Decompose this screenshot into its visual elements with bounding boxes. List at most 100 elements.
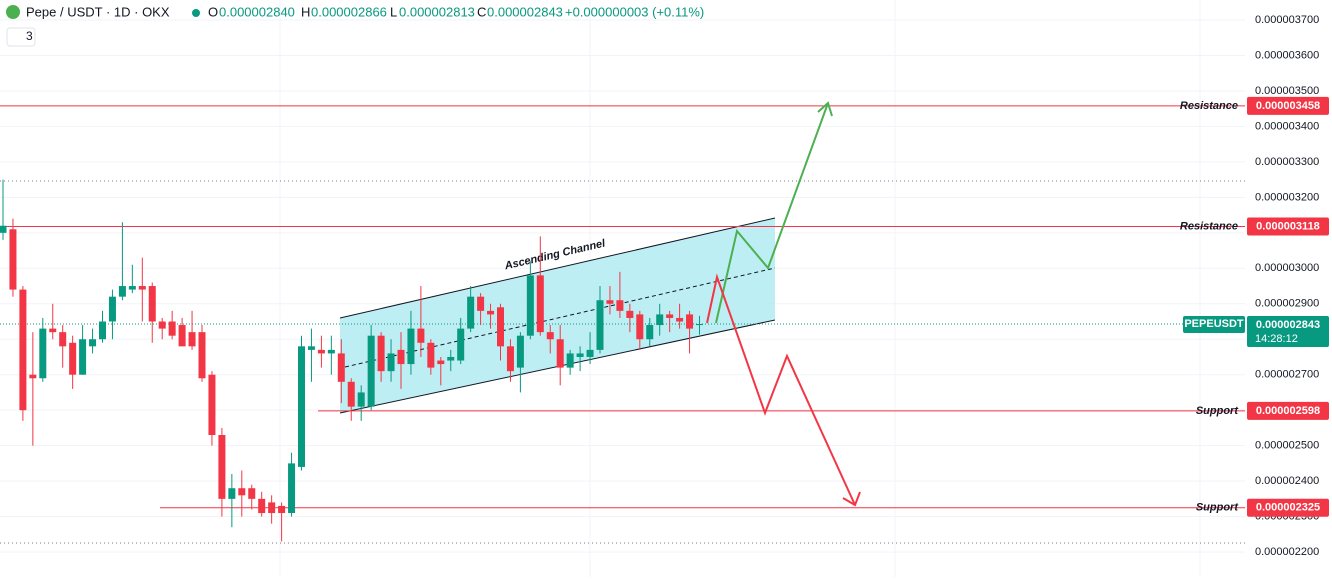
candle-body xyxy=(108,296,116,322)
candle-body xyxy=(686,314,694,329)
candle-body xyxy=(69,342,77,375)
candle-body xyxy=(497,307,504,347)
y-tick-label: 0.000002400 xyxy=(1255,475,1319,487)
candle-body xyxy=(477,296,485,311)
candle-body xyxy=(596,300,604,350)
candle-body xyxy=(586,349,594,357)
level-price: 0.000002325 xyxy=(1256,502,1320,514)
bear-arrow xyxy=(706,273,856,506)
candle-body xyxy=(556,339,564,368)
indicator-count: 3 xyxy=(26,29,33,43)
candle-body xyxy=(128,286,136,290)
c-label: C xyxy=(477,4,486,19)
candle-body xyxy=(39,328,47,379)
candle-body xyxy=(59,332,67,347)
candle-body xyxy=(666,314,674,318)
candle-body xyxy=(626,310,634,318)
candle-body xyxy=(576,353,584,357)
grid xyxy=(0,19,1245,553)
level-tag xyxy=(1247,217,1329,236)
y-tick-label: 0.000003500 xyxy=(1255,85,1319,97)
candle-body xyxy=(367,335,375,407)
candle-body xyxy=(407,328,415,365)
bear-arrowhead xyxy=(842,491,861,507)
y-tick-label: 0.000002500 xyxy=(1255,440,1319,452)
y-tick-label: 0.000003300 xyxy=(1255,156,1319,168)
candle-body xyxy=(118,286,126,297)
candle-body xyxy=(526,275,534,336)
level-name: Resistance xyxy=(1180,100,1238,112)
candle-body xyxy=(198,332,206,379)
candle-body xyxy=(138,286,146,290)
level-price: 0.000003118 xyxy=(1256,220,1320,232)
candle-body xyxy=(506,346,514,372)
status-dot xyxy=(192,9,200,17)
candle-body xyxy=(89,339,97,347)
countdown: 14:28:12 xyxy=(1255,333,1298,345)
candle-body xyxy=(9,229,17,290)
y-tick-label: 0.000003600 xyxy=(1255,49,1319,61)
candle-body xyxy=(417,328,425,343)
candle-body xyxy=(516,335,524,368)
candle-body xyxy=(427,342,435,368)
indicator-toggle[interactable] xyxy=(6,27,36,47)
candle-body xyxy=(29,374,37,379)
candle-body xyxy=(99,321,106,340)
candle-body xyxy=(656,314,664,326)
symbol-tag xyxy=(1183,315,1245,333)
candle-body xyxy=(248,488,256,499)
candle-body xyxy=(696,323,703,326)
candle-body xyxy=(546,332,554,340)
level-tag xyxy=(1247,96,1329,115)
symbol-tag-text: PEPEUSDT xyxy=(1184,318,1244,330)
y-tick-label: 0.000002200 xyxy=(1255,546,1319,558)
level-name: Support xyxy=(1196,405,1239,417)
y-tick-label: 0.000003000 xyxy=(1255,262,1319,274)
candle-body xyxy=(566,353,574,368)
candle-body xyxy=(676,317,684,322)
candle-body xyxy=(268,502,276,514)
candle-body xyxy=(188,332,196,347)
y-tick-label: 0.000002900 xyxy=(1255,298,1319,310)
bull-arrowhead xyxy=(817,101,833,117)
symbol: Pepe / USDT · 1D · OKX xyxy=(26,4,170,19)
level-price: 0.000003458 xyxy=(1256,100,1320,112)
candle-body xyxy=(19,289,27,411)
y-tick-label: 0.000003200 xyxy=(1255,191,1319,203)
candle-body xyxy=(218,435,226,499)
candle-body xyxy=(387,353,395,372)
o-value: 0.000002840 xyxy=(219,4,295,19)
channel-mid xyxy=(344,267,776,368)
candle-body xyxy=(487,310,495,315)
candle-body xyxy=(317,349,325,354)
candle-body xyxy=(536,275,544,333)
channel-top xyxy=(339,217,776,319)
h-value: 0.000002866 xyxy=(311,4,387,19)
candle-body xyxy=(278,505,286,514)
candle-body xyxy=(228,488,236,499)
candle-body xyxy=(347,381,355,407)
candle-body xyxy=(606,300,614,304)
candle-body xyxy=(79,339,87,375)
candle-body xyxy=(298,346,305,467)
y-tick-label: 0.000003700 xyxy=(1255,14,1319,26)
level-name: Resistance xyxy=(1180,220,1238,232)
h-label: H xyxy=(301,4,310,19)
candle-body xyxy=(208,374,216,436)
l-value: 0.000002813 xyxy=(399,4,475,19)
y-tick-label: 0.000003400 xyxy=(1255,120,1319,132)
candle-body xyxy=(616,300,624,311)
candle-body xyxy=(258,498,266,514)
candle-body xyxy=(357,392,365,407)
o-label: O xyxy=(208,4,218,19)
channel-fill xyxy=(340,218,775,413)
candle-body xyxy=(467,296,475,329)
candle-body xyxy=(437,360,445,365)
candle-body xyxy=(327,349,335,354)
candle-body xyxy=(377,335,385,372)
level-tag xyxy=(1247,401,1329,420)
candle-body xyxy=(646,325,654,340)
price-axis xyxy=(1245,0,1332,577)
candle-body xyxy=(168,321,176,336)
